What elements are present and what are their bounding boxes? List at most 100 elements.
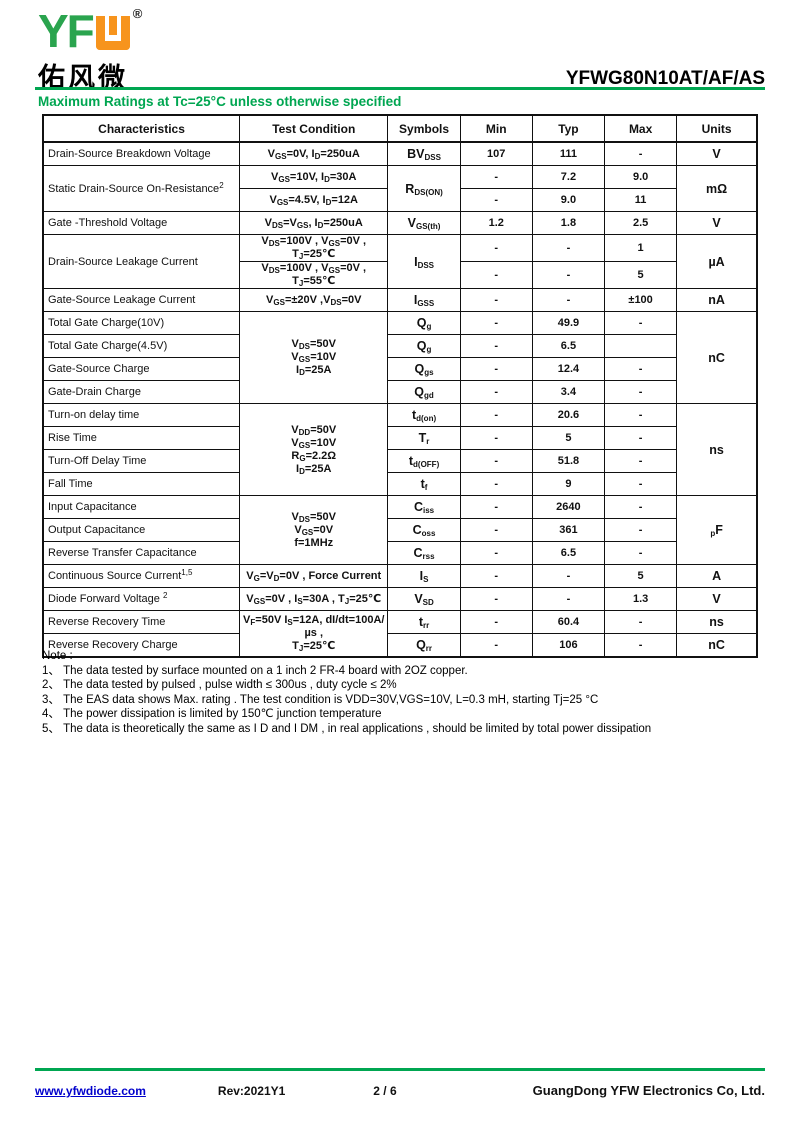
- cell-char: Gate -Threshold Voltage: [42, 211, 241, 235]
- cell-cond: VDS=50V VGS=10V ID=25A: [239, 311, 389, 404]
- cell-value: 7.2: [531, 165, 606, 189]
- page-number: 2 / 6: [373, 1084, 397, 1098]
- yfw-logo: YF ® 佑风微: [38, 5, 142, 95]
- column-header: Characteristics: [42, 114, 241, 143]
- cell-value: 1.3: [604, 587, 678, 611]
- cell-value: -: [604, 518, 678, 542]
- table-row: Turn-Off Delay Time td(OFF) -51.8-: [42, 449, 757, 473]
- note-item: 4、 The power dissipation is limited by 1…: [42, 708, 382, 720]
- footer-divider: [35, 1068, 765, 1071]
- cell-value: -: [459, 610, 533, 634]
- table-row: Static Drain-Source On-Resistance2 VGS=10…: [42, 165, 758, 212]
- note-item: 1、 The data tested by surface mounted on…: [42, 664, 468, 677]
- cell-sym: IS: [387, 564, 461, 588]
- cell-unit: µA: [676, 234, 758, 289]
- cell-char: Reverse Recovery Charge: [42, 633, 241, 658]
- cell-value: 60.4: [531, 610, 606, 634]
- cell-value: 6.5: [531, 334, 606, 358]
- registered-trademark-icon: ®: [132, 6, 143, 21]
- section-title: Maximum Ratings at Tc=25°C unless otherw…: [38, 94, 402, 109]
- table-row: Gate-Drain Charge Qgd -3.4-: [42, 380, 757, 404]
- column-header: Symbols: [387, 114, 461, 143]
- cell-char: Turn-Off Delay Time: [42, 449, 241, 473]
- cell-value: -: [604, 141, 678, 166]
- cell-cond: VGS=±20V ,VDS=0V: [239, 288, 389, 312]
- table-row: Diode Forward Voltage 2 VGS=0V , IS=30A ,…: [42, 587, 758, 611]
- cell-char: Reverse Recovery Time: [42, 610, 241, 634]
- table-row: Total Gate Charge(10V) VDS=50V VGS=10V ID=2…: [42, 311, 758, 404]
- cell-value: -: [459, 564, 533, 588]
- cell-cond: VDS=100V , VGS=0V , TJ=55℃: [239, 261, 389, 289]
- table-row: Drain-Source Breakdown Voltage VGS=0V, ID…: [42, 141, 758, 166]
- cell-value: -: [531, 564, 606, 588]
- table-row: Reverse Recovery Charge Qrr -106- nC: [42, 633, 758, 658]
- cell-value: 111: [531, 141, 606, 166]
- cell-value: -: [459, 426, 533, 450]
- cell-value: 5: [604, 564, 678, 588]
- electrical-characteristics-table: Characteristics Test Condition Symbols Min T…: [42, 114, 758, 658]
- column-header: Typ: [531, 114, 606, 143]
- logo-w-icon: [95, 16, 130, 50]
- cell-value: -: [459, 380, 533, 404]
- cell-value: 2.5: [604, 211, 678, 235]
- header-divider: [35, 87, 765, 90]
- cell-char: Rise Time: [42, 426, 241, 450]
- table-row: Gate-Source Leakage Current VGS=±20V ,VDS…: [42, 288, 758, 312]
- cell-value: 6.5: [531, 541, 606, 565]
- table-row: Gate -Threshold Voltage VDS=VGS, ID=250uA…: [42, 211, 758, 235]
- cell-char: Gate-Drain Charge: [42, 380, 241, 404]
- cell-cond: VDS=100V , VGS=0V , TJ=25℃: [239, 234, 389, 262]
- company-name: GuangDong YFW Electronics Co, Ltd.: [532, 1083, 765, 1098]
- cell-unit: pF: [676, 495, 758, 565]
- cell-value: -: [531, 261, 606, 289]
- cell-value: 11: [604, 188, 678, 212]
- cell-char: Output Capacitance: [42, 518, 241, 542]
- cell-sym: td(OFF): [387, 449, 461, 473]
- cell-sym: IDSS: [387, 234, 461, 289]
- cell-value: 49.9: [531, 311, 606, 335]
- cell-value: -: [531, 234, 606, 262]
- cell-sym: Qg: [387, 311, 461, 335]
- cell-value: -: [604, 633, 678, 658]
- cell-value: 51.8: [531, 449, 606, 473]
- cell-sym: BVDSS: [387, 141, 461, 166]
- cell-unit: A: [676, 564, 758, 588]
- table-row: VGS=4.5V, ID=12A -9.0 11: [43, 188, 757, 212]
- column-header: Units: [676, 114, 758, 143]
- table-row: VDS=100V , VGS=0V , TJ=55℃ - -5: [43, 261, 757, 289]
- cell-char: Diode Forward Voltage 2: [42, 587, 241, 611]
- cell-unit: nC: [676, 311, 758, 404]
- cell-char: Total Gate Charge(4.5V): [42, 334, 241, 358]
- cell-char: Turn-on delay time: [42, 403, 241, 427]
- cell-sym: Qgs: [387, 357, 461, 381]
- cell-value: [604, 334, 678, 358]
- cell-char: Gate-Source Charge: [42, 357, 241, 381]
- cell-cond: VF=50V IS=12A, dI/dt=100A/µs , TJ=25℃: [239, 610, 389, 658]
- cell-unit: ns: [676, 403, 758, 496]
- table-row: Output Capacitance Coss -361-: [42, 518, 757, 542]
- table-row: Fall Time tf -9-: [42, 472, 757, 496]
- cell-value: -: [459, 472, 533, 496]
- table-row: Reverse Recovery Time VF=50V IS=12A, dI/d…: [42, 610, 758, 658]
- cell-value: -: [459, 234, 533, 262]
- table-header-row: Characteristics Test Condition Symbols Min T…: [42, 114, 758, 143]
- cell-value: 107: [459, 141, 533, 166]
- website-link[interactable]: www.yfwdiode.com: [35, 1084, 146, 1098]
- cell-value: -: [459, 403, 533, 427]
- column-header: Test Condition: [239, 114, 389, 143]
- cell-value: -: [604, 541, 678, 565]
- table-row: Turn-on delay time VDD=50V VGS=10V RG=2.2Ω I…: [42, 403, 758, 496]
- cell-value: 5: [604, 261, 678, 289]
- cell-value: -: [459, 288, 533, 312]
- cell-value: -: [604, 449, 678, 473]
- cell-sym: Tr: [387, 426, 461, 450]
- cell-value: -: [459, 518, 533, 542]
- cell-char: Drain-Source Leakage Current: [42, 234, 241, 289]
- cell-value: 1.2: [459, 211, 533, 235]
- logo-yf-text: YF: [38, 5, 95, 57]
- cell-value: 9.0: [604, 165, 678, 189]
- cell-value: -: [459, 633, 533, 658]
- cell-value: -: [459, 188, 533, 212]
- cell-value: 12.4: [531, 357, 606, 381]
